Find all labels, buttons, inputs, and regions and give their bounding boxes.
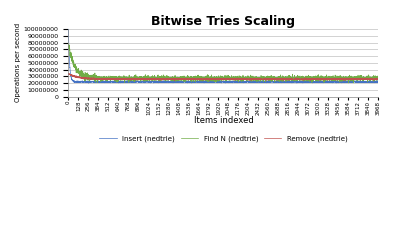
Remove (nedtrie) [291, 78, 296, 81]
Insert (nedtrie) [66, 28, 71, 31]
Title: Bitwise Tries Scaling: Bitwise Tries Scaling [151, 15, 295, 28]
X-axis label: Items indexed: Items indexed [194, 116, 253, 125]
Find N (nedtrie) [351, 78, 356, 81]
Find N (nedtrie) [66, 42, 71, 45]
Remove (nedtrie) [376, 78, 381, 81]
Find N (nedtrie) [367, 78, 371, 81]
Remove (nedtrie) [66, 72, 71, 75]
Find N (nedtrie) [376, 74, 381, 77]
Find N (nedtrie) [199, 77, 204, 79]
Remove (nedtrie) [196, 78, 201, 80]
Insert (nedtrie) [213, 81, 218, 84]
Insert (nedtrie) [351, 80, 356, 83]
Insert (nedtrie) [199, 80, 204, 83]
Find N (nedtrie) [66, 42, 71, 45]
Insert (nedtrie) [376, 80, 381, 83]
Find N (nedtrie) [196, 78, 201, 80]
Y-axis label: Operations per second: Operations per second [15, 23, 21, 102]
Line: Remove (nedtrie): Remove (nedtrie) [69, 73, 379, 81]
Find N (nedtrie) [213, 80, 218, 83]
Line: Find N (nedtrie): Find N (nedtrie) [69, 43, 379, 83]
Remove (nedtrie) [351, 78, 356, 80]
Remove (nedtrie) [172, 79, 177, 82]
Find N (nedtrie) [291, 78, 296, 81]
Find N (nedtrie) [346, 82, 351, 84]
Insert (nedtrie) [367, 80, 371, 83]
Remove (nedtrie) [199, 78, 204, 81]
Insert (nedtrie) [291, 81, 296, 84]
Remove (nedtrie) [213, 77, 218, 80]
Legend: Insert (nedtrie), Find N (nedtrie), Remove (nedtrie): Insert (nedtrie), Find N (nedtrie), Remo… [97, 132, 350, 145]
Insert (nedtrie) [86, 82, 91, 84]
Remove (nedtrie) [367, 78, 371, 80]
Line: Insert (nedtrie): Insert (nedtrie) [69, 29, 379, 83]
Remove (nedtrie) [67, 72, 71, 75]
Insert (nedtrie) [196, 80, 201, 83]
